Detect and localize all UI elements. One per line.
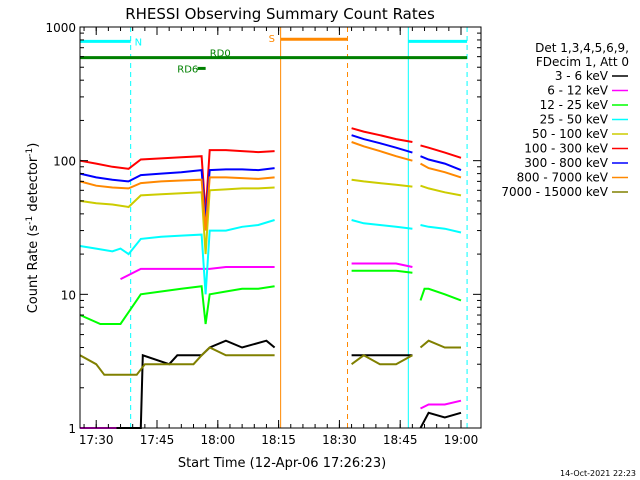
series-line-7-2 — [420, 162, 462, 179]
series-line-4-0 — [79, 186, 275, 255]
legend-label-7: 800 - 7000 keV — [517, 171, 609, 185]
plot-area: N RD0 RD6 S — [79, 26, 481, 429]
series-line-2-0 — [79, 285, 275, 325]
legend-label-6: 300 - 800 keV — [524, 156, 608, 170]
legend-label-8: 7000 - 15000 keV — [501, 185, 608, 199]
legend-header-line-2: FDecim 1, Att 0 — [536, 55, 629, 69]
x-axis-label: Start Time (12-Apr-06 17:26:23) — [178, 456, 386, 471]
flag-label-s: S — [269, 34, 275, 45]
series-line-8-0 — [79, 346, 275, 376]
y-tick-label-2: 100 — [53, 155, 76, 169]
chart-title: RHESSI Observing Summary Count Rates — [125, 5, 435, 23]
flag-label-rd6: RD6 — [177, 64, 198, 75]
x-tick-label-4: 18:30 — [322, 433, 357, 447]
series-line-1-3 — [420, 399, 462, 410]
legend-label-1: 6 - 12 keV — [547, 84, 609, 98]
x-tick-label-2: 18:00 — [201, 433, 236, 447]
flag-label-rd0: RD0 — [210, 49, 231, 60]
y-tick-label-1: 10 — [61, 288, 76, 302]
series-line-6-2 — [420, 155, 462, 172]
x-tick-label-3: 18:15 — [261, 433, 296, 447]
y-tick-label-0: 1 — [68, 422, 76, 436]
legend-label-4: 50 - 100 keV — [532, 127, 609, 141]
series-line-7-1 — [351, 141, 413, 162]
plot-frame — [79, 26, 482, 429]
series-line-4-1 — [351, 178, 413, 188]
series-line-1-1 — [120, 266, 275, 280]
series-line-5-2 — [420, 144, 462, 159]
series-line-2-2 — [419, 287, 462, 302]
series-line-3-2 — [420, 224, 462, 234]
x-tick-label-6: 19:00 — [444, 433, 479, 447]
flag-label-n: N — [135, 37, 142, 48]
legend: Det 1,3,4,5,6,9, FDecim 1, Att 0 3 - 6 k… — [501, 41, 629, 199]
legend-label-2: 12 - 25 keV — [540, 98, 609, 112]
series-line-0-2 — [419, 411, 462, 429]
legend-label-3: 25 - 50 keV — [540, 113, 609, 127]
y-axis-label: Count Rate (s-1 detector-1) — [25, 143, 41, 314]
series-line-2-1 — [351, 269, 413, 274]
y-tick-label-3: 1000 — [45, 21, 76, 35]
series-line-3-0 — [79, 219, 275, 295]
legend-label-5: 100 - 300 keV — [524, 142, 608, 156]
series-line-5-0 — [79, 149, 275, 214]
series-line-3-1 — [351, 219, 413, 230]
x-tick-label-1: 17:45 — [140, 433, 175, 447]
timestamp: 14-Oct-2021 22:23 — [560, 469, 636, 478]
series-line-7-0 — [79, 176, 275, 231]
legend-label-0: 3 - 6 keV — [555, 69, 609, 83]
series-line-0-0 — [80, 339, 276, 429]
series-line-6-0 — [79, 167, 275, 222]
x-tick-label-0: 17:30 — [79, 433, 114, 447]
series-line-5-1 — [351, 127, 413, 143]
series-line-8-1 — [351, 354, 413, 366]
series-line-8-2 — [419, 339, 461, 349]
series-line-4-2 — [420, 184, 462, 197]
series-line-1-2 — [351, 262, 413, 268]
legend-header-line-1: Det 1,3,4,5,6,9, — [535, 41, 629, 55]
x-tick-label-5: 18:45 — [383, 433, 418, 447]
series-line-6-1 — [351, 134, 413, 154]
